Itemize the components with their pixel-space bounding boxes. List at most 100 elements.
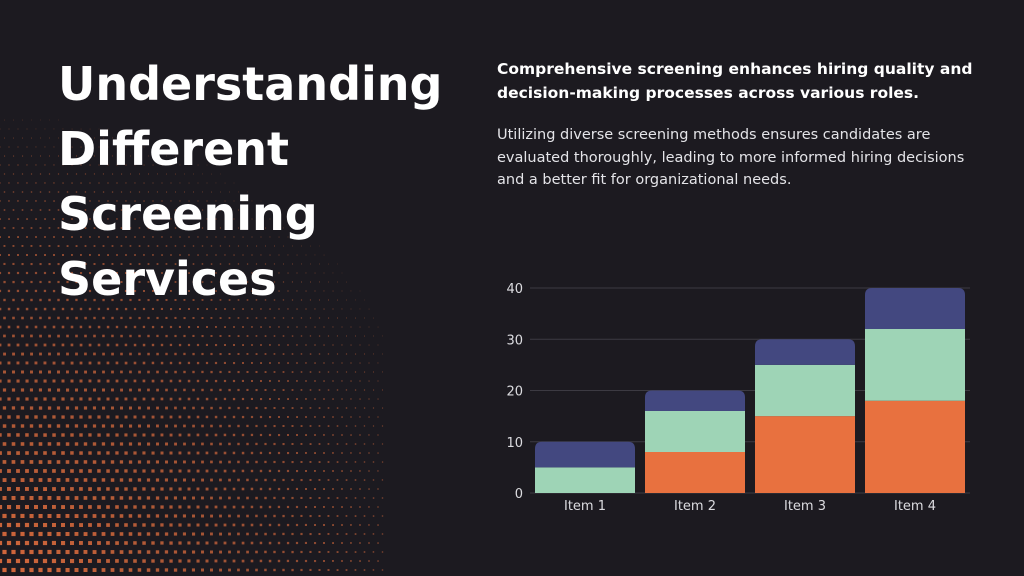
pattern-dot xyxy=(332,398,334,400)
pattern-dot xyxy=(21,316,24,320)
pattern-dot xyxy=(17,236,19,238)
pattern-dot xyxy=(373,353,374,355)
pattern-dot xyxy=(65,424,70,428)
pattern-dot xyxy=(241,487,245,491)
pattern-dot xyxy=(372,443,375,445)
pattern-dot xyxy=(124,307,128,311)
pattern-dot xyxy=(381,479,384,481)
pattern-dot xyxy=(70,325,74,329)
pattern-dot xyxy=(66,209,69,211)
pattern-dot xyxy=(25,505,29,509)
pattern-dot xyxy=(92,478,97,482)
pattern-dot xyxy=(173,496,177,500)
pattern-dot xyxy=(71,182,73,184)
bar-segment xyxy=(865,400,965,493)
pattern-dot xyxy=(300,335,303,337)
pattern-dot xyxy=(52,433,56,437)
pattern-dot xyxy=(34,271,38,275)
pattern-dot xyxy=(89,182,91,184)
pattern-dot xyxy=(56,406,61,410)
pattern-dot xyxy=(314,308,316,310)
pattern-dot xyxy=(52,415,56,419)
pattern-dot xyxy=(79,361,83,365)
pattern-dot xyxy=(6,522,12,528)
pattern-dot xyxy=(228,424,231,428)
pattern-dot xyxy=(368,470,370,472)
pattern-dot xyxy=(273,568,276,572)
pattern-dot xyxy=(38,531,43,537)
pattern-dot xyxy=(242,236,244,238)
pattern-dot xyxy=(228,335,231,337)
bar-segment xyxy=(865,329,965,401)
pattern-dot xyxy=(133,325,137,329)
pattern-dot xyxy=(89,128,91,130)
pattern-dot xyxy=(201,335,204,338)
pattern-dot xyxy=(116,164,118,166)
pattern-dot xyxy=(327,407,330,409)
pattern-dot xyxy=(223,397,227,401)
pattern-dot xyxy=(142,397,146,401)
pattern-dot xyxy=(178,559,182,563)
pattern-dot xyxy=(133,343,137,347)
pattern-dot xyxy=(300,443,303,445)
pattern-dot xyxy=(346,281,347,283)
pattern-dot xyxy=(29,424,34,428)
pattern-dot xyxy=(282,335,285,337)
pattern-dot xyxy=(65,514,70,518)
pattern-dot xyxy=(251,236,253,238)
pattern-dot xyxy=(323,560,325,562)
pattern-dot xyxy=(229,227,231,229)
pattern-dot xyxy=(319,245,320,247)
pattern-dot xyxy=(368,416,370,418)
pattern-dot xyxy=(282,299,285,301)
pattern-dot xyxy=(143,164,145,166)
pattern-dot xyxy=(350,326,352,328)
pattern-dot xyxy=(278,218,280,220)
pattern-dot xyxy=(205,379,209,383)
pattern-dot xyxy=(21,173,24,175)
pattern-dot xyxy=(44,236,46,238)
pattern-dot xyxy=(121,155,122,157)
pattern-dot xyxy=(192,352,195,356)
pattern-dot xyxy=(224,344,226,346)
pattern-dot xyxy=(368,560,370,562)
pattern-dot xyxy=(174,299,177,301)
pattern-dot xyxy=(30,263,33,266)
pattern-dot xyxy=(156,209,159,211)
pattern-dot xyxy=(359,362,361,364)
pattern-dot xyxy=(268,541,272,545)
pattern-dot xyxy=(264,371,267,373)
pattern-dot xyxy=(183,478,186,482)
pattern-dot xyxy=(133,361,137,365)
pattern-dot xyxy=(43,523,48,528)
pattern-dot xyxy=(359,290,361,292)
pattern-dot xyxy=(255,478,258,482)
pattern-dot xyxy=(201,281,204,283)
pattern-dot xyxy=(327,569,330,571)
pattern-dot xyxy=(192,263,195,265)
pattern-dot xyxy=(368,308,370,310)
pattern-dot xyxy=(79,541,83,545)
pattern-dot xyxy=(201,352,204,356)
pattern-dot xyxy=(291,407,294,409)
pattern-dot xyxy=(0,271,2,275)
pattern-dot xyxy=(318,497,321,499)
pattern-dot xyxy=(112,173,114,175)
pattern-dot xyxy=(286,487,290,491)
pattern-dot xyxy=(0,146,1,148)
pattern-dot xyxy=(53,128,55,130)
pattern-dot xyxy=(84,245,87,247)
pattern-dot xyxy=(350,488,352,490)
pattern-dot xyxy=(80,218,82,220)
pattern-dot xyxy=(364,317,365,319)
pattern-dot xyxy=(130,137,131,139)
pattern-dot xyxy=(165,406,168,410)
pattern-dot xyxy=(15,522,21,528)
pattern-dot xyxy=(142,361,146,365)
pattern-dot xyxy=(336,551,339,553)
pattern-dot xyxy=(372,461,375,463)
pattern-dot xyxy=(300,299,303,301)
pattern-dot xyxy=(12,298,15,302)
pattern-dot xyxy=(170,290,172,292)
pattern-dot xyxy=(377,452,379,454)
